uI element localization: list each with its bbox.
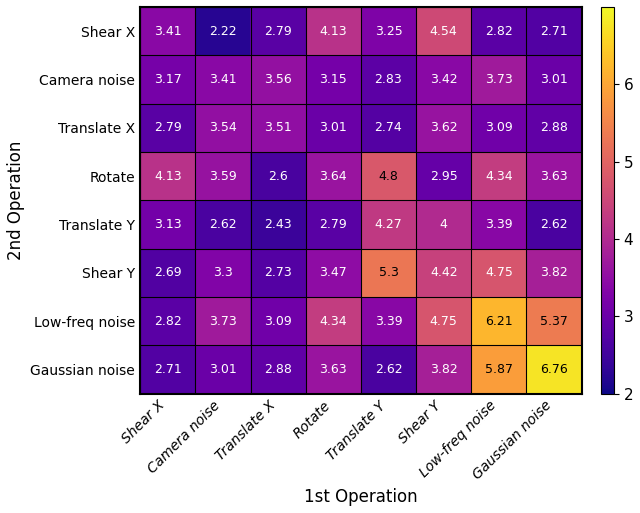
Text: 2.62: 2.62	[209, 218, 237, 231]
Text: 3.51: 3.51	[264, 121, 292, 134]
Text: 4.8: 4.8	[378, 170, 399, 183]
Text: 3.64: 3.64	[319, 170, 347, 183]
Text: 4.34: 4.34	[319, 314, 347, 328]
Text: 4: 4	[440, 218, 447, 231]
Text: 2.62: 2.62	[374, 363, 403, 376]
Text: 6.21: 6.21	[485, 314, 513, 328]
Text: 3.82: 3.82	[430, 363, 458, 376]
Text: 3.73: 3.73	[485, 73, 513, 86]
Text: 3.54: 3.54	[209, 121, 237, 134]
Text: 3.82: 3.82	[540, 266, 568, 279]
Text: 5.37: 5.37	[540, 314, 568, 328]
Text: 3.59: 3.59	[209, 170, 237, 183]
Text: 2.83: 2.83	[374, 73, 403, 86]
Text: 5.87: 5.87	[485, 363, 513, 376]
Text: 3.56: 3.56	[264, 73, 292, 86]
Text: 3.3: 3.3	[213, 266, 233, 279]
Text: 3.13: 3.13	[154, 218, 182, 231]
X-axis label: 1st Operation: 1st Operation	[304, 488, 418, 506]
Text: 2.82: 2.82	[154, 314, 182, 328]
Text: 4.27: 4.27	[374, 218, 403, 231]
Text: 3.09: 3.09	[264, 314, 292, 328]
Text: 3.39: 3.39	[485, 218, 513, 231]
Text: 4.42: 4.42	[430, 266, 458, 279]
Text: 3.25: 3.25	[374, 25, 403, 37]
Text: 3.41: 3.41	[154, 25, 182, 37]
Text: 3.73: 3.73	[209, 314, 237, 328]
Text: 2.71: 2.71	[540, 25, 568, 37]
Text: 4.13: 4.13	[319, 25, 347, 37]
Text: 3.41: 3.41	[209, 73, 237, 86]
Text: 2.22: 2.22	[209, 25, 237, 37]
Text: 2.74: 2.74	[374, 121, 403, 134]
Text: 2.88: 2.88	[264, 363, 292, 376]
Text: 3.01: 3.01	[319, 121, 347, 134]
Text: 2.79: 2.79	[264, 25, 292, 37]
Text: 6.76: 6.76	[540, 363, 568, 376]
Text: 2.95: 2.95	[430, 170, 458, 183]
Text: 2.71: 2.71	[154, 363, 182, 376]
Text: 3.17: 3.17	[154, 73, 182, 86]
Text: 2.43: 2.43	[264, 218, 292, 231]
Text: 4.13: 4.13	[154, 170, 182, 183]
Text: 3.01: 3.01	[209, 363, 237, 376]
Text: 3.47: 3.47	[319, 266, 347, 279]
Text: 3.63: 3.63	[319, 363, 347, 376]
Text: 3.62: 3.62	[430, 121, 458, 134]
Text: 2.73: 2.73	[264, 266, 292, 279]
Text: 4.75: 4.75	[429, 314, 458, 328]
Text: 2.79: 2.79	[319, 218, 347, 231]
Y-axis label: 2nd Operation: 2nd Operation	[7, 141, 25, 260]
Text: 3.01: 3.01	[540, 73, 568, 86]
Text: 2.62: 2.62	[540, 218, 568, 231]
Text: 3.15: 3.15	[319, 73, 347, 86]
Text: 2.79: 2.79	[154, 121, 182, 134]
Text: 2.69: 2.69	[154, 266, 182, 279]
Text: 3.39: 3.39	[374, 314, 403, 328]
Text: 3.42: 3.42	[430, 73, 458, 86]
Text: 3.09: 3.09	[485, 121, 513, 134]
Text: 5.3: 5.3	[378, 266, 399, 279]
Text: 4.54: 4.54	[430, 25, 458, 37]
Text: 2.88: 2.88	[540, 121, 568, 134]
Text: 4.75: 4.75	[485, 266, 513, 279]
Text: 3.63: 3.63	[540, 170, 568, 183]
Text: 4.34: 4.34	[485, 170, 513, 183]
Text: 2.82: 2.82	[485, 25, 513, 37]
Text: 2.6: 2.6	[268, 170, 288, 183]
